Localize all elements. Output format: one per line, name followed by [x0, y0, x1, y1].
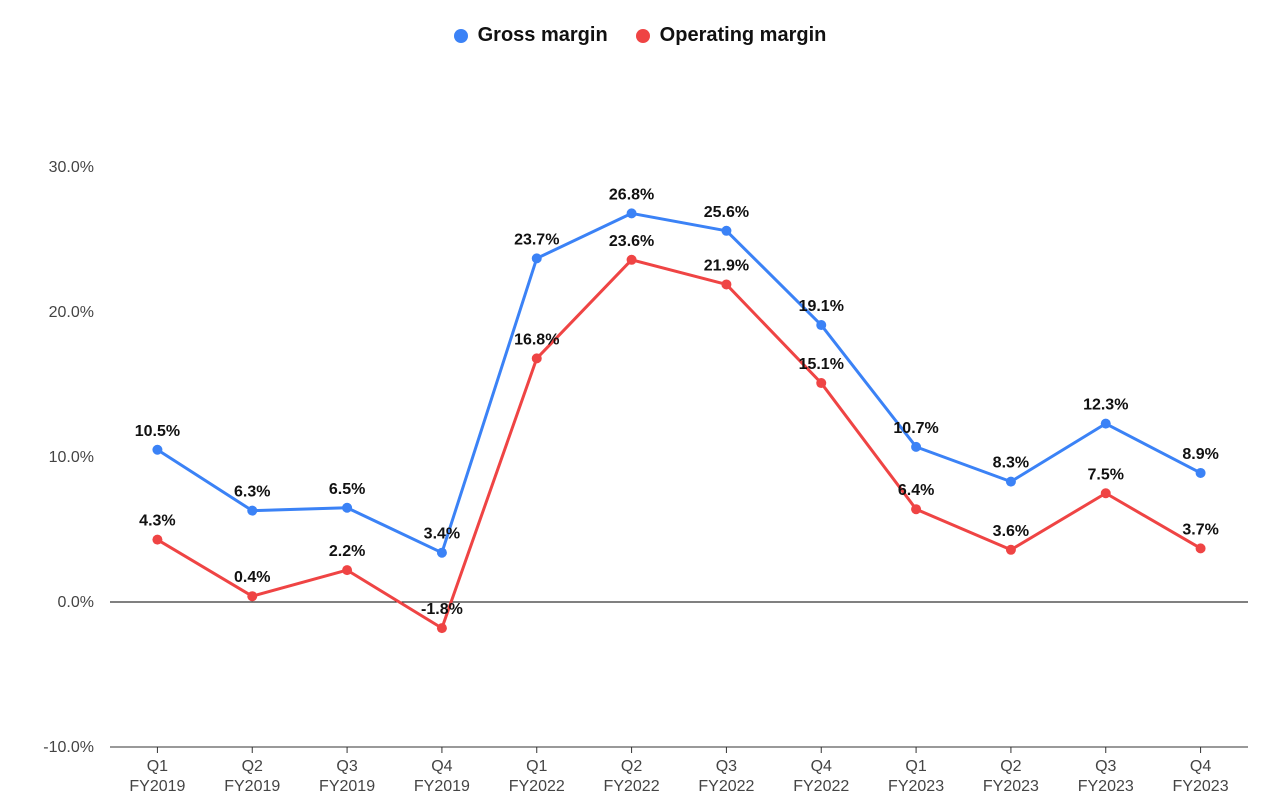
data-label-gross: 10.7% — [893, 420, 938, 437]
x-tick-label-line2: FY2022 — [509, 778, 565, 794]
data-label-operating: 2.2% — [329, 543, 365, 560]
point-gross — [152, 445, 162, 455]
x-tick-label-line1: Q3 — [1095, 758, 1116, 775]
data-label-operating: 4.3% — [139, 513, 175, 530]
data-label-operating: 16.8% — [514, 331, 559, 348]
data-label-gross: 25.6% — [704, 204, 749, 221]
point-operating — [911, 504, 921, 514]
x-tick-label-line2: FY2019 — [414, 778, 470, 794]
data-label-operating: 15.1% — [799, 356, 844, 373]
y-tick-label: 0.0% — [58, 594, 94, 611]
x-tick-label-line1: Q3 — [716, 758, 737, 775]
x-tick-label-line1: Q1 — [526, 758, 547, 775]
point-operating — [627, 255, 637, 265]
y-tick-label: 20.0% — [49, 304, 94, 321]
x-tick-label-line2: FY2019 — [224, 778, 280, 794]
y-tick-label: 30.0% — [49, 159, 94, 176]
x-tick-label-line1: Q2 — [621, 758, 642, 775]
legend-dot-operating — [636, 29, 650, 43]
point-operating — [342, 565, 352, 575]
y-tick-label: -10.0% — [43, 739, 94, 756]
point-gross — [532, 253, 542, 263]
point-gross — [342, 503, 352, 513]
x-tick-label-line2: FY2023 — [888, 778, 944, 794]
point-operating — [1006, 545, 1016, 555]
x-tick-label-line2: FY2023 — [1173, 778, 1229, 794]
point-gross — [437, 548, 447, 558]
x-tick-label-line2: FY2022 — [793, 778, 849, 794]
y-tick-label: 10.0% — [49, 449, 94, 466]
data-label-operating: 3.7% — [1182, 521, 1218, 538]
point-gross — [721, 226, 731, 236]
legend: Gross margin Operating margin — [0, 0, 1280, 47]
data-label-gross: 6.3% — [234, 484, 270, 501]
x-tick-label-line1: Q4 — [811, 758, 832, 775]
data-label-gross: 8.3% — [993, 455, 1029, 472]
data-label-operating: 3.6% — [993, 523, 1029, 540]
x-tick-label-line2: FY2022 — [604, 778, 660, 794]
point-gross — [1006, 477, 1016, 487]
point-gross — [627, 208, 637, 218]
data-label-operating: -1.8% — [421, 601, 463, 618]
point-operating — [152, 535, 162, 545]
x-tick-label-line1: Q4 — [431, 758, 452, 775]
x-tick-label-line1: Q2 — [1000, 758, 1021, 775]
point-operating — [532, 353, 542, 363]
data-label-gross: 26.8% — [609, 186, 654, 203]
data-label-gross: 6.5% — [329, 481, 365, 498]
data-label-gross: 19.1% — [799, 298, 844, 315]
point-operating — [816, 378, 826, 388]
point-gross — [911, 442, 921, 452]
point-gross — [816, 320, 826, 330]
legend-item-gross: Gross margin — [454, 24, 608, 47]
legend-item-operating: Operating margin — [636, 24, 827, 47]
data-label-operating: 6.4% — [898, 482, 934, 499]
legend-label-gross: Gross margin — [478, 24, 608, 47]
point-operating — [437, 623, 447, 633]
data-label-operating: 0.4% — [234, 569, 270, 586]
x-tick-label-line1: Q2 — [242, 758, 263, 775]
line-operating-margin — [157, 260, 1200, 628]
x-tick-label-line2: FY2023 — [983, 778, 1039, 794]
x-tick-label-line2: FY2022 — [698, 778, 754, 794]
data-label-gross: 10.5% — [135, 423, 180, 440]
data-label-operating: 7.5% — [1088, 466, 1124, 483]
point-gross — [1196, 468, 1206, 478]
point-operating — [247, 591, 257, 601]
x-tick-label-line1: Q4 — [1190, 758, 1211, 775]
line-gross-margin — [157, 213, 1200, 552]
data-label-gross: 12.3% — [1083, 397, 1128, 414]
point-gross — [1101, 419, 1111, 429]
data-label-operating: 23.6% — [609, 233, 654, 250]
data-label-gross: 3.4% — [424, 526, 460, 543]
data-label-gross: 23.7% — [514, 231, 559, 248]
x-tick-label-line1: Q1 — [905, 758, 926, 775]
point-operating — [721, 279, 731, 289]
margin-chart: Gross margin Operating margin -10.0% 0.0%… — [0, 0, 1280, 794]
data-label-operating: 21.9% — [704, 257, 749, 274]
point-operating — [1196, 543, 1206, 553]
chart-svg: -10.0% 0.0% 10.0% 20.0% 30.0% Q1 FY2019 Q2 FY201… — [0, 47, 1280, 794]
point-operating — [1101, 488, 1111, 498]
x-tick-label-line1: Q3 — [336, 758, 357, 775]
data-label-gross: 8.9% — [1182, 446, 1218, 463]
legend-dot-gross — [454, 29, 468, 43]
x-tick-label-line2: FY2019 — [129, 778, 185, 794]
x-tick-label-line1: Q1 — [147, 758, 168, 775]
point-gross — [247, 506, 257, 516]
x-tick-label-line2: FY2023 — [1078, 778, 1134, 794]
legend-label-operating: Operating margin — [660, 24, 827, 47]
x-tick-label-line2: FY2019 — [319, 778, 375, 794]
